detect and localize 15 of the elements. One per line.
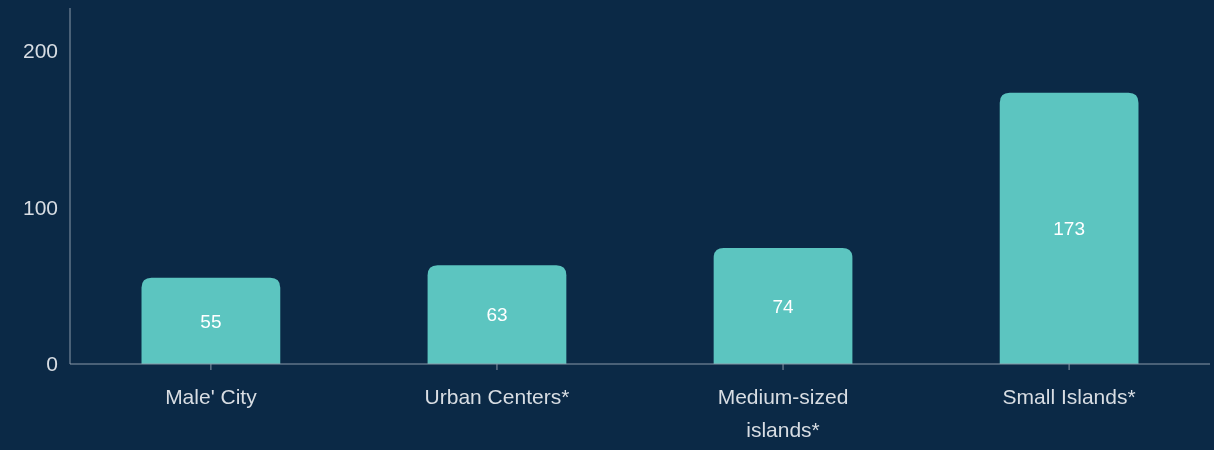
data-label: 173	[1053, 217, 1085, 239]
x-tick-label: Medium-sized islands*	[717, 385, 849, 441]
y-tick-label: 100	[22, 195, 58, 219]
x-tick-label: Urban Centers*	[424, 385, 570, 408]
data-label: 55	[200, 310, 222, 332]
bar	[427, 265, 567, 364]
bar	[141, 277, 281, 364]
x-tick-label: Small Islands*	[1002, 385, 1136, 408]
x-tick-label: Male' City	[165, 385, 258, 408]
data-label: 63	[486, 304, 508, 326]
data-label: 74	[772, 295, 795, 317]
y-tick-label: 200	[22, 38, 58, 62]
bar	[999, 92, 1139, 364]
bar	[713, 247, 853, 364]
y-tick-label: 0	[46, 352, 58, 376]
